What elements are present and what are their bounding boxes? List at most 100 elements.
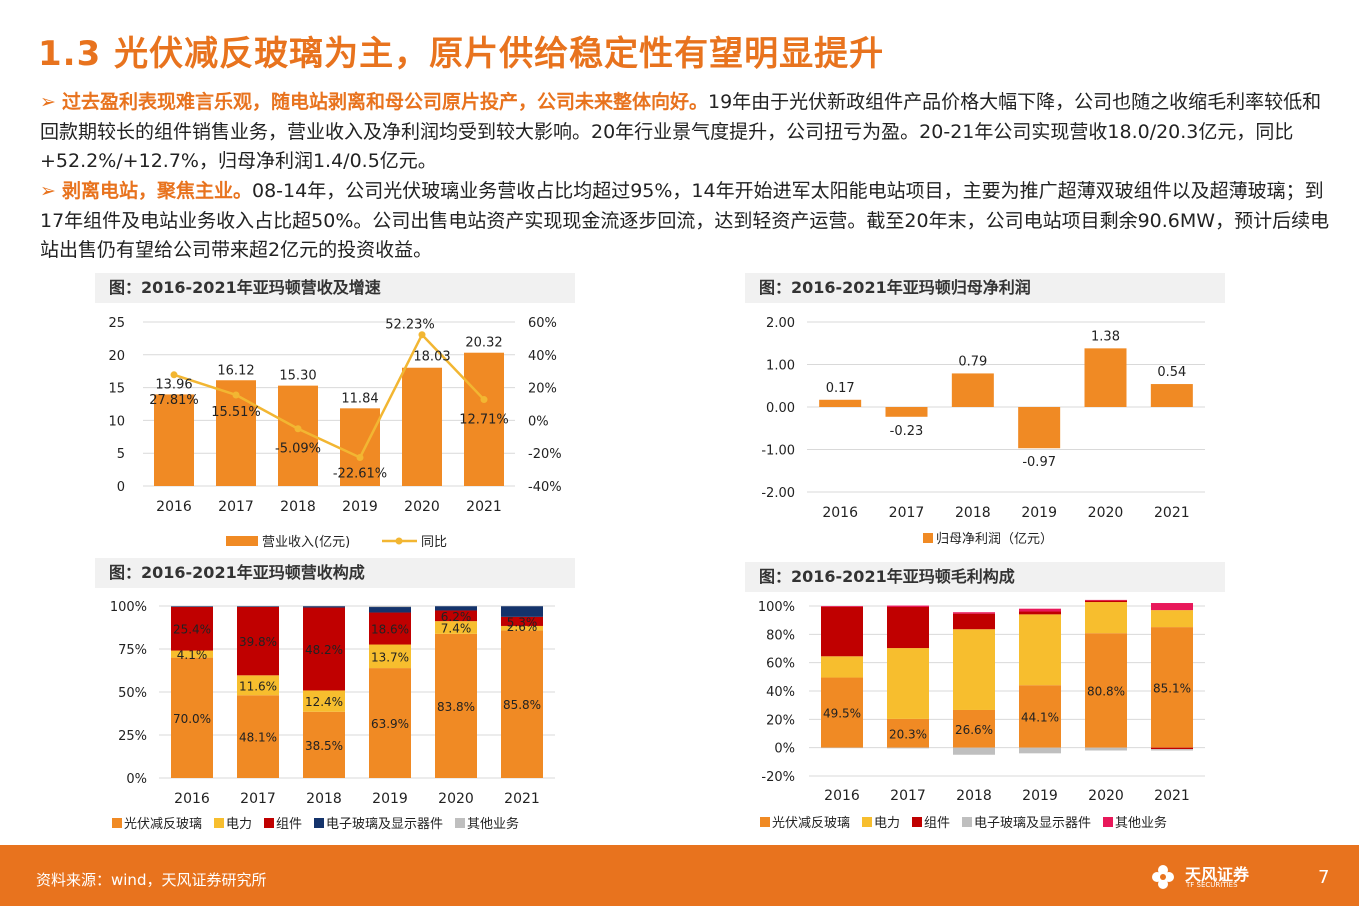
- x-tick-label: 2018: [955, 505, 991, 521]
- segment-data-label: 20.3%: [889, 727, 927, 741]
- stacked-segment: [1085, 633, 1127, 748]
- stacked-segment: [1151, 627, 1193, 748]
- segment-data-label: 63.9%: [371, 717, 409, 731]
- stacked-segment: [953, 709, 995, 748]
- grossmix-chart-title: 图：2016-2021年亚玛顿毛利构成: [745, 562, 1225, 592]
- stacked-segment: [1085, 602, 1127, 634]
- legend-label: 电子玻璃及显示器件: [974, 816, 1091, 831]
- legend-swatch: [1103, 817, 1113, 827]
- yoy-point: [480, 396, 488, 404]
- profit-bar: [1150, 384, 1193, 407]
- x-tick-label: 2016: [822, 505, 858, 521]
- revenue-chart-title: 图：2016-2021年亚玛顿营收及增速: [95, 273, 575, 303]
- profit-data-label: 0.54: [1157, 365, 1186, 380]
- y-tick-label: 60%: [766, 657, 795, 672]
- revenue-bar: [340, 408, 380, 486]
- revenue-data-label: 16.12: [217, 363, 254, 378]
- profit-data-label: 0.17: [826, 381, 855, 396]
- stacked-segment: [369, 612, 411, 645]
- y-tick-label: 0.00: [766, 401, 795, 416]
- segment-data-label: 12.4%: [305, 695, 343, 709]
- profit-chart-title: 图：2016-2021年亚玛顿归母净利润: [745, 273, 1225, 303]
- bullet-2: ➢ 剥离电站，聚焦主业。08-14年，公司光伏玻璃业务营收占比均超过95%，14…: [40, 177, 1330, 266]
- segment-data-label: 18.6%: [371, 623, 409, 637]
- legend-label-revenue: 营业收入(亿元): [262, 535, 350, 550]
- profit-bar: [1084, 348, 1127, 407]
- revmix-chart-title: 图：2016-2021年亚玛顿营收构成: [95, 558, 575, 588]
- stacked-segment: [303, 607, 345, 691]
- stacked-segment: [953, 612, 995, 614]
- brand-subtitle: TF SECURITIES: [1186, 881, 1238, 889]
- yoy-point: [294, 425, 302, 433]
- legend-label: 光伏减反玻璃: [772, 816, 850, 831]
- stacked-segment: [953, 629, 995, 710]
- y-tick-label: 5: [117, 447, 125, 462]
- yoy-data-label: 12.71%: [459, 413, 509, 428]
- segment-data-label: 4.1%: [177, 648, 208, 662]
- stacked-segment: [1151, 749, 1193, 751]
- stacked-segment: [303, 606, 345, 608]
- y-tick-label: 10: [108, 414, 125, 429]
- y2-tick-label: -40%: [528, 480, 562, 495]
- stacked-segment: [369, 668, 411, 778]
- segment-data-label: 70.0%: [173, 712, 211, 726]
- stacked-segment: [887, 648, 929, 719]
- yoy-point: [232, 391, 240, 399]
- legend-swatch: [760, 817, 770, 827]
- profit-data-label: -0.23: [890, 424, 924, 439]
- x-tick-label: 2016: [824, 788, 860, 804]
- bullet-marker: ➢: [40, 180, 56, 202]
- segment-data-label: 13.7%: [371, 650, 409, 664]
- y-tick-label: 2.00: [766, 316, 795, 331]
- stacked-segment: [303, 690, 345, 712]
- stacked-segment: [821, 677, 863, 748]
- stacked-segment: [1151, 603, 1193, 611]
- stacked-segment: [237, 675, 279, 696]
- bullet-highlight: 过去盈利表现难言乐观，随电站剥离和母公司原片投产，公司未来整体向好。: [61, 91, 708, 113]
- x-tick-label: 2017: [218, 499, 254, 515]
- y2-tick-label: 20%: [528, 382, 557, 397]
- stacked-segment: [435, 621, 477, 634]
- legend-label: 其他业务: [467, 816, 519, 832]
- stacked-segment: [171, 657, 213, 778]
- bullet-text: 19年由于光伏新政组件产品价格大幅下降，公司也随之收缩毛利率较低和回款期较长的组…: [40, 91, 1322, 172]
- stacked-segment: [237, 606, 279, 607]
- stacked-segment: [501, 606, 543, 617]
- segment-data-label: 85.1%: [1153, 681, 1191, 695]
- x-tick-label: 2020: [404, 499, 440, 515]
- legend-marker-yoy: [395, 537, 403, 545]
- x-tick-label: 2020: [438, 791, 474, 807]
- y-tick-label: 100%: [110, 600, 147, 615]
- flower-logo-icon: [1152, 865, 1174, 889]
- revenue-bar: [402, 367, 442, 486]
- legend-label-profit: 归母净利润（亿元）: [936, 532, 1053, 547]
- y-tick-label: 20: [108, 349, 125, 364]
- revenue-chart: 25 20 15 10 5 0 60% 40% 20% 0% -20% -40% 13.96 16.12 1…: [108, 316, 562, 550]
- stacked-segment: [887, 606, 929, 649]
- x-tick-label: 2021: [466, 499, 502, 515]
- y-tick-label: -2.00: [761, 486, 795, 501]
- stacked-segment: [1085, 747, 1127, 751]
- segment-data-label: 26.6%: [955, 723, 993, 737]
- stacked-segment: [1019, 685, 1061, 748]
- y-tick-label: 40%: [766, 685, 795, 700]
- stacked-segment: [1085, 600, 1127, 603]
- profit-data-label: 0.79: [958, 354, 987, 369]
- x-tick-label: 2016: [156, 499, 192, 515]
- revenue-data-label: 15.30: [279, 369, 316, 384]
- segment-data-label: 49.5%: [823, 707, 861, 721]
- revenue-data-label: 11.84: [341, 391, 378, 406]
- legend-label: 电力: [226, 817, 252, 832]
- stacked-segment: [887, 747, 929, 749]
- yoy-point: [418, 331, 426, 339]
- revenue-data-label: 20.32: [465, 336, 502, 351]
- x-tick-label: 2019: [1021, 505, 1057, 521]
- x-tick-label: 2018: [306, 791, 342, 807]
- x-tick-label: 2017: [889, 505, 925, 521]
- stacked-segment: [953, 613, 995, 630]
- legend-swatch: [314, 818, 324, 828]
- x-tick-label: 2020: [1088, 788, 1124, 804]
- legend-label: 其他业务: [1115, 815, 1167, 831]
- stacked-segment: [821, 606, 863, 657]
- stacked-segment: [887, 605, 929, 607]
